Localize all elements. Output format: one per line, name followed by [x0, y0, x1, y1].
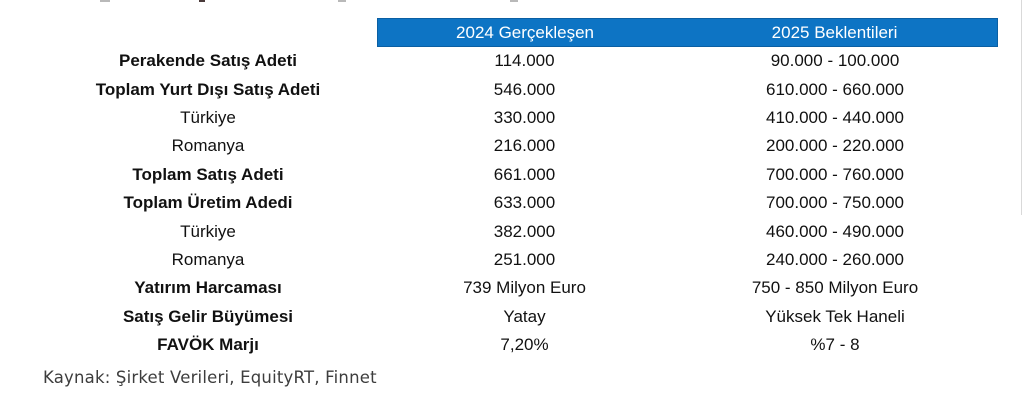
table-row: Toplam Üretim Adedi 633.000 700.000 - 75…: [0, 189, 998, 217]
value-2025: 750 - 850 Milyon Euro: [751, 278, 919, 298]
cropped-text-artifact: [338, 0, 346, 2]
value-2024: 251.000: [493, 249, 556, 269]
table-row: Türkiye 382.000 460.000 - 490.000: [0, 217, 998, 245]
value-2025: 700.000 - 750.000: [765, 193, 904, 213]
row-label: Yatırım Harcaması: [134, 278, 282, 298]
row-label: Romanya: [171, 249, 245, 269]
row-label: Toplam Üretim Adedi: [123, 193, 293, 213]
cropped-text-artifact: [100, 0, 110, 2]
column-header-2024: 2024 Gerçekleşen: [456, 23, 595, 42]
table-row: Perakende Satış Adeti 114.000 90.000 - 1…: [0, 47, 998, 75]
value-2025: 610.000 - 660.000: [765, 79, 904, 99]
value-2024: Yatay: [503, 306, 546, 326]
table-row: Toplam Satış Adeti 661.000 700.000 - 760…: [0, 161, 998, 189]
table-row: Toplam Yurt Dışı Satış Adeti 546.000 610…: [0, 75, 998, 103]
row-label: Perakende Satış Adeti: [119, 51, 297, 71]
value-2025: 240.000 - 260.000: [765, 249, 904, 269]
table-header-bar: 2024 Gerçekleşen 2025 Beklentileri: [377, 18, 998, 47]
table-row: Satış Gelir Büyümesi Yatay Yüksek Tek Ha…: [0, 303, 998, 331]
value-2025: 200.000 - 220.000: [765, 136, 904, 156]
value-2024: 7,20%: [500, 335, 549, 355]
table-row: Romanya 216.000 200.000 - 220.000: [0, 132, 998, 160]
cropped-text-artifact: [199, 0, 205, 2]
row-label: Türkiye: [180, 221, 236, 241]
value-2024: 739 Milyon Euro: [463, 278, 586, 298]
value-2025: 700.000 - 760.000: [765, 164, 904, 184]
table-row: Yatırım Harcaması 739 Milyon Euro 750 - …: [0, 274, 998, 302]
table-row: FAVÖK Marjı 7,20% %7 - 8: [0, 331, 998, 359]
guidance-table: Perakende Satış Adeti 114.000 90.000 - 1…: [0, 47, 998, 359]
row-label: FAVÖK Marjı: [157, 335, 259, 355]
row-label: Türkiye: [180, 107, 236, 127]
value-2024: 546.000: [493, 79, 556, 99]
value-2024: 216.000: [493, 136, 556, 156]
value-2024: 330.000: [493, 107, 556, 127]
cropped-text-artifact: [510, 0, 518, 2]
value-2024: 382.000: [493, 221, 556, 241]
column-header-2025: 2025 Beklentileri: [771, 23, 898, 42]
page-edge-line: [1021, 0, 1022, 215]
row-label: Satış Gelir Büyümesi: [122, 306, 294, 326]
source-note: Kaynak: Şirket Verileri, EquityRT, Finne…: [43, 368, 377, 387]
value-2024: 633.000: [493, 193, 556, 213]
value-2025: 410.000 - 440.000: [765, 107, 904, 127]
row-label: Toplam Yurt Dışı Satış Adeti: [95, 79, 321, 99]
table-row: Türkiye 330.000 410.000 - 440.000: [0, 104, 998, 132]
value-2025: %7 - 8: [810, 335, 860, 355]
row-label: Romanya: [171, 136, 245, 156]
value-2024: 661.000: [493, 164, 556, 184]
table-row: Romanya 251.000 240.000 - 260.000: [0, 246, 998, 274]
value-2025: 90.000 - 100.000: [770, 51, 900, 71]
value-2025: Yüksek Tek Haneli: [765, 306, 905, 326]
value-2025: 460.000 - 490.000: [765, 221, 904, 241]
value-2024: 114.000: [494, 51, 555, 71]
row-label: Toplam Satış Adeti: [132, 164, 284, 184]
